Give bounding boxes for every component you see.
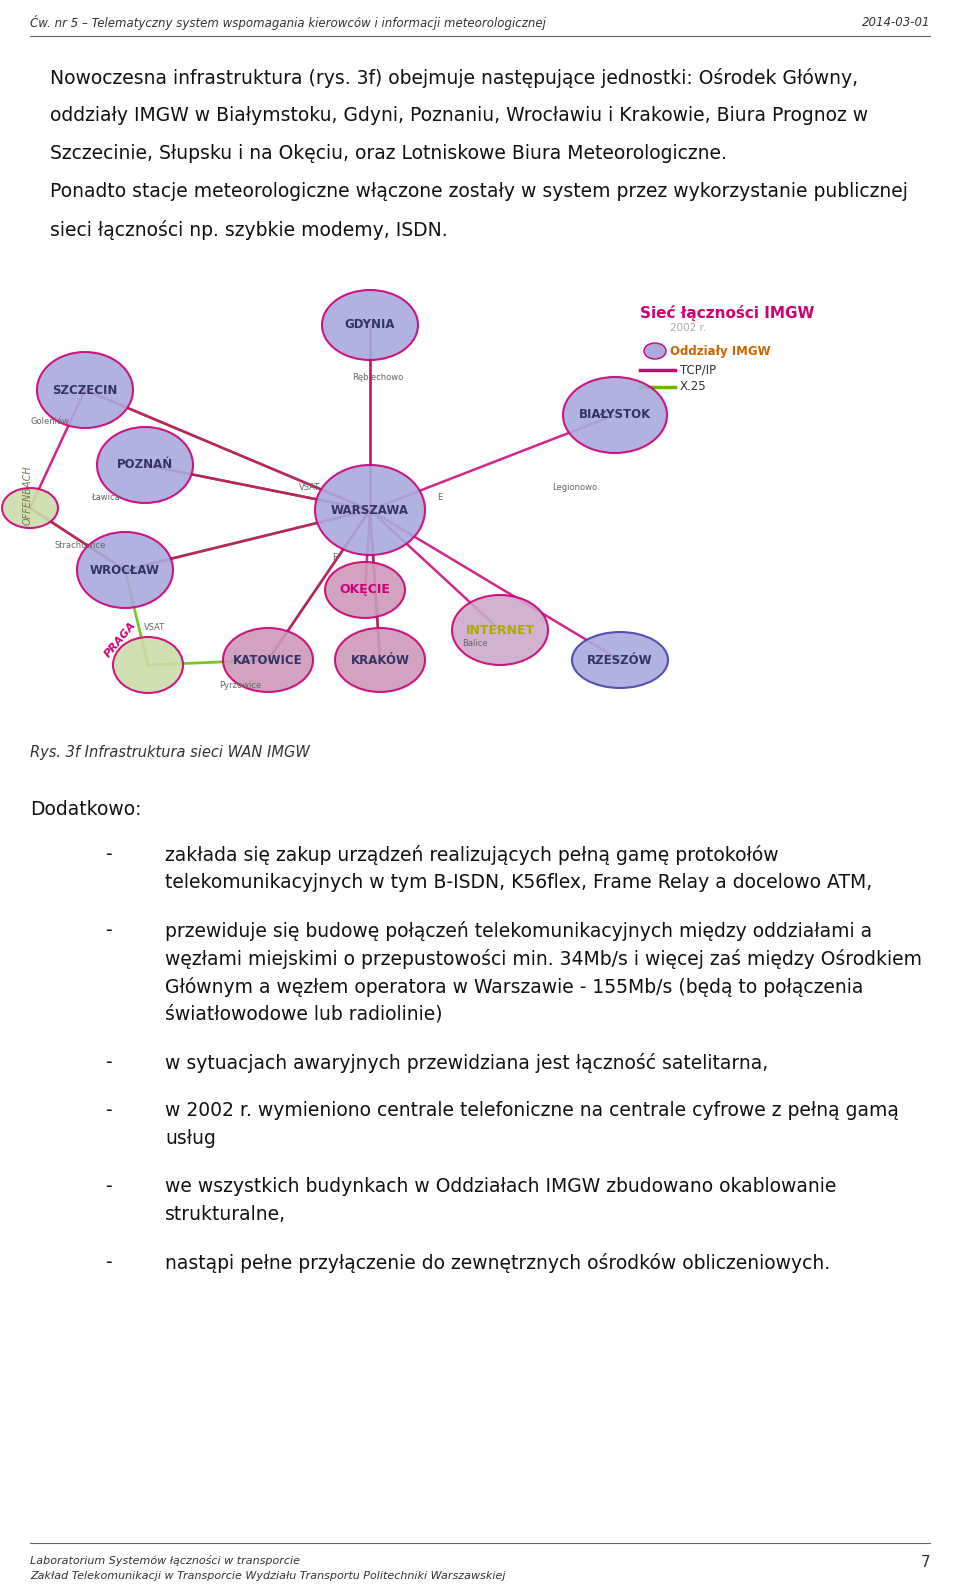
- Text: Pyrzowice: Pyrzowice: [219, 681, 261, 690]
- Ellipse shape: [452, 595, 548, 665]
- Text: we wszystkich budynkach w Oddziałach IMGW zbudowano okablowanie: we wszystkich budynkach w Oddziałach IMG…: [165, 1178, 836, 1197]
- Text: -: -: [105, 1178, 111, 1197]
- Ellipse shape: [113, 636, 183, 694]
- Text: 2002 r.: 2002 r.: [670, 324, 707, 333]
- Text: Goleniów: Goleniów: [31, 417, 69, 427]
- Text: VSAT: VSAT: [144, 622, 166, 632]
- Text: -: -: [105, 1101, 111, 1120]
- Text: Legionowo: Legionowo: [552, 484, 597, 492]
- Text: -: -: [105, 1054, 111, 1071]
- Text: światłowodowe lub radiolinie): światłowodowe lub radiolinie): [165, 1005, 443, 1024]
- Text: sieci łączności np. szybkie modemy, ISDN.: sieci łączności np. szybkie modemy, ISDN…: [50, 221, 447, 240]
- Text: POZNAŃ: POZNAŃ: [117, 459, 173, 471]
- Text: Ćw. nr 5 – Telematyczny system wspomagania kierowców i informacji meteorologiczn: Ćw. nr 5 – Telematyczny system wspomagan…: [30, 14, 546, 30]
- Text: węzłami miejskimi o przepustowości min. 34Mb/s i więcej zaś między Ośrodkiem: węzłami miejskimi o przepustowości min. …: [165, 949, 922, 970]
- Text: Głównym a węzłem operatora w Warszawie - 155Mb/s (będą to połączenia: Głównym a węzłem operatora w Warszawie -…: [165, 978, 863, 997]
- Ellipse shape: [223, 628, 313, 692]
- Ellipse shape: [322, 290, 418, 360]
- Text: VSAT: VSAT: [300, 482, 321, 492]
- Text: Dodatkowo:: Dodatkowo:: [30, 800, 141, 819]
- Text: KRAKÓW: KRAKÓW: [350, 654, 410, 667]
- Text: w 2002 r. wymieniono centrale telefoniczne na centrale cyfrowe z pełną gamą: w 2002 r. wymieniono centrale telefonicz…: [165, 1101, 899, 1120]
- Text: -: -: [105, 844, 111, 863]
- Ellipse shape: [325, 562, 405, 617]
- Text: Sieć łączności IMGW: Sieć łączności IMGW: [640, 305, 814, 321]
- Text: INTERNET: INTERNET: [466, 624, 535, 636]
- Text: -: -: [105, 1254, 111, 1273]
- Text: X.25: X.25: [680, 381, 707, 394]
- Text: E: E: [332, 554, 338, 562]
- Text: SZCZECIN: SZCZECIN: [52, 384, 118, 397]
- Text: strukturalne,: strukturalne,: [165, 1205, 286, 1224]
- Ellipse shape: [572, 632, 668, 689]
- Ellipse shape: [97, 427, 193, 503]
- Text: OFFENBACH: OFFENBACH: [23, 465, 33, 525]
- Text: RZESZÓW: RZESZÓW: [588, 654, 653, 667]
- Text: Zakład Telekomunikacji w Transporcie Wydziału Transportu Politechniki Warszawski: Zakład Telekomunikacji w Transporcie Wyd…: [30, 1571, 506, 1581]
- Text: przewiduje się budowę połączeń telekomunikacyjnych między oddziałami a: przewiduje się budowę połączeń telekomun…: [165, 920, 872, 941]
- Text: Szczecinie, Słupsku i na Okęciu, oraz Lotniskowe Biura Meteorologiczne.: Szczecinie, Słupsku i na Okęciu, oraz Lo…: [50, 144, 727, 163]
- Ellipse shape: [77, 532, 173, 608]
- Text: BIAŁYSTOK: BIAŁYSTOK: [579, 408, 651, 422]
- Text: Rębiechowo: Rębiechowo: [352, 373, 403, 382]
- Text: WARSZAWA: WARSZAWA: [331, 503, 409, 516]
- Text: TCP/IP: TCP/IP: [680, 363, 716, 376]
- Text: E: E: [438, 492, 443, 501]
- Text: Strachowice: Strachowice: [55, 541, 106, 549]
- Text: Oddziały IMGW: Oddziały IMGW: [670, 344, 771, 357]
- Ellipse shape: [315, 465, 425, 555]
- Text: Balice: Balice: [462, 638, 488, 647]
- Text: zakłada się zakup urządzeń realizujących pełną gamę protokołów: zakłada się zakup urządzeń realizujących…: [165, 844, 779, 865]
- Text: Nowoczesna infrastruktura (rys. 3f) obejmuje następujące jednostki: Ośrodek Głów: Nowoczesna infrastruktura (rys. 3f) obej…: [50, 68, 858, 87]
- Text: Ponadto stacje meteorologiczne włączone zostały w system przez wykorzystanie pub: Ponadto stacje meteorologiczne włączone …: [50, 183, 908, 202]
- Text: WROCŁAW: WROCŁAW: [90, 563, 160, 576]
- Text: GDYNIA: GDYNIA: [345, 319, 396, 332]
- Text: usług: usług: [165, 1128, 216, 1147]
- Text: 2014-03-01: 2014-03-01: [861, 16, 930, 29]
- Text: Rys. 3f Infrastruktura sieci WAN IMGW: Rys. 3f Infrastruktura sieci WAN IMGW: [30, 744, 310, 760]
- Text: oddziały IMGW w Białymstoku, Gdyni, Poznaniu, Wrocławiu i Krakowie, Biura Progno: oddziały IMGW w Białymstoku, Gdyni, Pozn…: [50, 106, 868, 125]
- Ellipse shape: [37, 352, 133, 428]
- Text: PRAGA: PRAGA: [103, 621, 137, 660]
- Ellipse shape: [644, 343, 666, 359]
- Ellipse shape: [2, 487, 58, 528]
- Text: -: -: [105, 920, 111, 940]
- Text: telekomunikacyjnych w tym B-ISDN, K56flex, Frame Relay a docelowo ATM,: telekomunikacyjnych w tym B-ISDN, K56fle…: [165, 873, 873, 892]
- Ellipse shape: [563, 378, 667, 452]
- Ellipse shape: [335, 628, 425, 692]
- Text: OKĘCIE: OKĘCIE: [340, 584, 391, 597]
- Text: 7: 7: [921, 1555, 930, 1570]
- Text: Laboratorium Systemów łączności w transporcie: Laboratorium Systemów łączności w transp…: [30, 1555, 300, 1566]
- Text: Ławica: Ławica: [90, 492, 119, 501]
- Text: w sytuacjach awaryjnych przewidziana jest łączność satelitarna,: w sytuacjach awaryjnych przewidziana jes…: [165, 1054, 768, 1073]
- Text: nastąpi pełne przyłączenie do zewnętrznych ośrodków obliczeniowych.: nastąpi pełne przyłączenie do zewnętrzny…: [165, 1254, 830, 1273]
- Text: KATOWICE: KATOWICE: [233, 654, 302, 667]
